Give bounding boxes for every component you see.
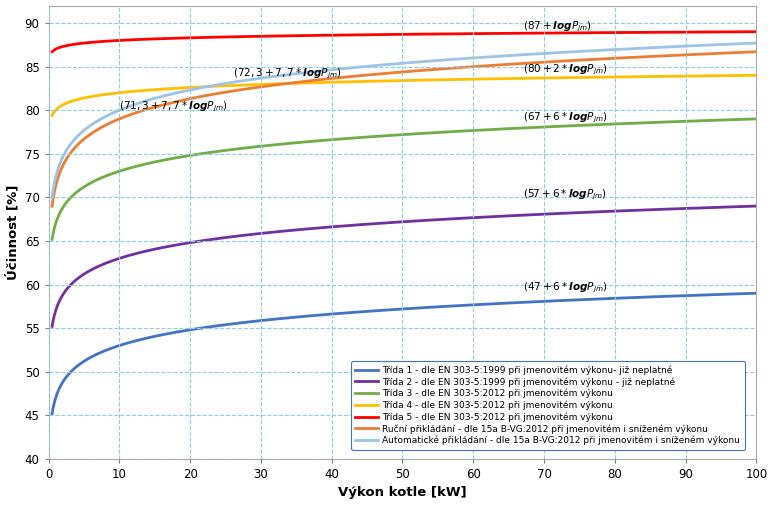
Třída 4 - dle EN 303-5:2012 při jmenovitém výkonu [737,72,747,78]
Automatické přikládání - dle 15a B-VG:2012 při jmenovitém i sníženém výkonu [751,40,761,46]
Třída 1 - dle EN 303-5:1999 při jmenovitém výkonu- již neplatné [348,310,357,316]
Text: $(87 + \mathregular{log}P_{jm})$: $(87 + \mathregular{log}P_{jm})$ [523,20,591,34]
Automatické přikládání - dle 15a B-VG:2012 při jmenovitém i sníženém výkonu [128,102,137,108]
Třída 4 - dle EN 303-5:2012 při jmenovitém výkonu [662,73,671,79]
Legend: Třída 1 - dle EN 303-5:1999 při jmenovitém výkonu- již neplatné, Třída 2 - dle E: Třída 1 - dle EN 303-5:1999 při jmenovit… [351,361,744,450]
Line: Třída 2 - dle EN 303-5:1999 při jmenovitém výkonu - již neplatné: Třída 2 - dle EN 303-5:1999 při jmenovit… [52,206,756,326]
X-axis label: Výkon kotle [kW]: Výkon kotle [kW] [338,486,467,499]
Text: $(57 + 6*\mathregular{log}P_{jm})$: $(57 + 6*\mathregular{log}P_{jm})$ [523,188,607,202]
Třída 4 - dle EN 303-5:2012 při jmenovitém výkonu [751,72,761,78]
Ruční přikládání - dle 15a B-VG:2012 při jmenovitém i sníženém výkonu [751,48,761,55]
Line: Automatické přikládání - dle 15a B-VG:2012 při jmenovitém i sníženém výkonu: Automatické přikládání - dle 15a B-VG:20… [52,43,756,197]
Text: $(67 + 6*\mathregular{log}P_{jm})$: $(67 + 6*\mathregular{log}P_{jm})$ [523,111,608,125]
Třída 3 - dle EN 303-5:2012 při jmenovitém výkonu [348,135,357,141]
Ruční přikládání - dle 15a B-VG:2012 při jmenovitém i sníženém výkonu [318,76,327,82]
Třída 4 - dle EN 303-5:2012 při jmenovitém výkonu [128,88,137,94]
Třída 1 - dle EN 303-5:1999 při jmenovitém výkonu- již neplatné [318,312,327,318]
Text: $(47+ 6*\mathregular{log}P_{jm})$: $(47+ 6*\mathregular{log}P_{jm})$ [523,281,608,295]
Třída 5 - dle EN 303-5:2012 při jmenovitém výkonu [47,49,56,55]
Třída 5 - dle EN 303-5:2012 při jmenovitém výkonu [348,32,357,38]
Třída 5 - dle EN 303-5:2012 při jmenovitém výkonu [318,32,327,38]
Třída 3 - dle EN 303-5:2012 při jmenovitém výkonu [47,236,56,242]
Třída 5 - dle EN 303-5:2012 při jmenovitém výkonu [751,29,761,35]
Třída 3 - dle EN 303-5:2012 při jmenovitém výkonu [751,116,761,122]
Třída 2 - dle EN 303-5:1999 při jmenovitém výkonu - již neplatné [737,204,747,210]
Třída 5 - dle EN 303-5:2012 při jmenovitém výkonu [169,35,179,41]
Text: $(80 + 2*\mathregular{log}P_{jm})$: $(80 + 2*\mathregular{log}P_{jm})$ [523,62,608,77]
Třída 5 - dle EN 303-5:2012 při jmenovitém výkonu [662,29,671,35]
Třída 3 - dle EN 303-5:2012 při jmenovitém výkonu [169,155,179,161]
Line: Třída 1 - dle EN 303-5:1999 při jmenovitém výkonu- již neplatné: Třída 1 - dle EN 303-5:1999 při jmenovit… [52,293,756,414]
Automatické přikládání - dle 15a B-VG:2012 při jmenovitém i sníženém výkonu [47,194,56,200]
Text: $(71,3+7,7*\mathregular{log}P_{jm})$: $(71,3+7,7*\mathregular{log}P_{jm})$ [119,99,228,114]
Třída 2 - dle EN 303-5:1999 při jmenovitém výkonu - již neplatné [47,323,56,329]
Třída 2 - dle EN 303-5:1999 při jmenovitém výkonu - již neplatné [318,225,327,231]
Třída 3 - dle EN 303-5:2012 při jmenovitém výkonu [662,119,671,125]
Ruční přikládání - dle 15a B-VG:2012 při jmenovitém i sníženém výkonu [662,53,671,59]
Ruční přikládání - dle 15a B-VG:2012 při jmenovitém i sníženém výkonu [737,49,747,56]
Line: Ruční přikládání - dle 15a B-VG:2012 při jmenovitém i sníženém výkonu: Ruční přikládání - dle 15a B-VG:2012 při… [52,52,756,206]
Třída 2 - dle EN 303-5:1999 při jmenovitém výkonu - již neplatné [662,206,671,212]
Třída 2 - dle EN 303-5:1999 při jmenovitém výkonu - již neplatné [348,222,357,228]
Třída 1 - dle EN 303-5:1999 při jmenovitém výkonu- již neplatné [737,291,747,297]
Ruční přikládání - dle 15a B-VG:2012 při jmenovitém i sníženém výkonu [128,111,137,117]
Třída 2 - dle EN 303-5:1999 při jmenovitém výkonu - již neplatné [169,242,179,248]
Třída 1 - dle EN 303-5:1999 při jmenovitém výkonu- již neplatné [751,290,761,296]
Automatické přikládání - dle 15a B-VG:2012 při jmenovitém i sníženém výkonu [662,44,671,50]
Automatické přikládání - dle 15a B-VG:2012 při jmenovitém i sníženém výkonu [348,65,357,71]
Ruční přikládání - dle 15a B-VG:2012 při jmenovitém i sníženém výkonu [169,99,179,105]
Třída 4 - dle EN 303-5:2012 při jmenovitém výkonu [318,79,327,85]
Line: Třída 5 - dle EN 303-5:2012 při jmenovitém výkonu: Třída 5 - dle EN 303-5:2012 při jmenovit… [52,32,756,52]
Třída 3 - dle EN 303-5:2012 při jmenovitém výkonu [318,137,327,143]
Třída 5 - dle EN 303-5:2012 při jmenovitém výkonu [737,29,747,35]
Line: Třída 4 - dle EN 303-5:2012 při jmenovitém výkonu: Třída 4 - dle EN 303-5:2012 při jmenovit… [52,75,756,116]
Line: Třída 3 - dle EN 303-5:2012 při jmenovitém výkonu: Třída 3 - dle EN 303-5:2012 při jmenovit… [52,119,756,239]
Ruční přikládání - dle 15a B-VG:2012 při jmenovitém i sníženém výkonu [47,203,56,209]
Ruční přikládání - dle 15a B-VG:2012 při jmenovitém i sníženém výkonu [348,73,357,79]
Třída 1 - dle EN 303-5:1999 při jmenovitém výkonu- již neplatné [47,411,56,417]
Automatické přikládání - dle 15a B-VG:2012 při jmenovitém i sníženém výkonu [318,68,327,74]
Automatické přikládání - dle 15a B-VG:2012 při jmenovitém i sníženém výkonu [169,90,179,96]
Třída 2 - dle EN 303-5:1999 při jmenovitém výkonu - již neplatné [128,251,137,258]
Třída 4 - dle EN 303-5:2012 při jmenovitém výkonu [47,113,56,119]
Automatické přikládání - dle 15a B-VG:2012 při jmenovitém i sníženém výkonu [737,40,747,46]
Třída 4 - dle EN 303-5:2012 při jmenovitém výkonu [348,79,357,85]
Třída 1 - dle EN 303-5:1999 při jmenovitém výkonu- již neplatné [169,329,179,335]
Třída 1 - dle EN 303-5:1999 při jmenovitém výkonu- již neplatné [662,293,671,299]
Třída 1 - dle EN 303-5:1999 při jmenovitém výkonu- již neplatné [128,339,137,345]
Třída 3 - dle EN 303-5:2012 při jmenovitém výkonu [737,116,747,122]
Text: $(72,3+7,7*\mathregular{log}P_{jm})$: $(72,3+7,7*\mathregular{log}P_{jm})$ [233,67,341,81]
Třída 5 - dle EN 303-5:2012 při jmenovitém výkonu [128,37,137,43]
Třída 4 - dle EN 303-5:2012 při jmenovitém výkonu [169,85,179,91]
Třída 2 - dle EN 303-5:1999 při jmenovitém výkonu - již neplatné [751,203,761,209]
Třída 3 - dle EN 303-5:2012 při jmenovitém výkonu [128,164,137,170]
Y-axis label: Účinnost [%]: Účinnost [%] [5,184,19,280]
